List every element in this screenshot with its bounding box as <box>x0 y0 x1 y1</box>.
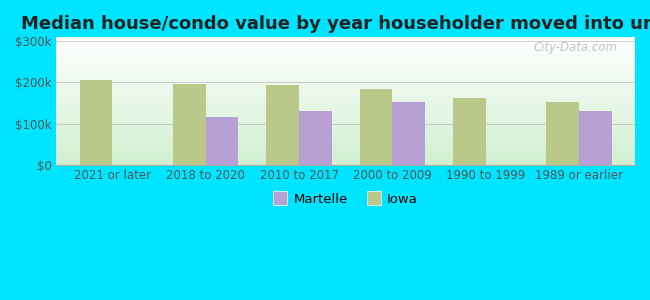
Bar <box>547 102 579 165</box>
Bar <box>206 117 239 165</box>
Bar <box>266 85 299 165</box>
Bar <box>393 102 425 165</box>
Bar <box>299 111 332 165</box>
Bar <box>453 98 486 165</box>
Legend: Martelle, Iowa: Martelle, Iowa <box>268 188 423 212</box>
Title: Median house/condo value by year householder moved into unit: Median house/condo value by year househo… <box>21 15 650 33</box>
Bar <box>579 111 612 165</box>
Bar <box>173 84 206 165</box>
Bar <box>359 89 393 165</box>
Bar <box>80 80 112 165</box>
Text: City-Data.com: City-Data.com <box>534 41 618 54</box>
